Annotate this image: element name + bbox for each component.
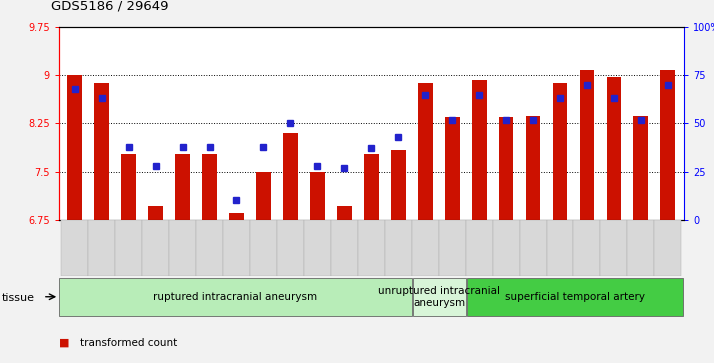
Bar — [67, 76, 82, 220]
Bar — [413, 278, 466, 316]
Bar — [89, 220, 115, 276]
Text: transformed count: transformed count — [80, 338, 177, 348]
Bar — [493, 220, 520, 276]
Bar — [628, 220, 654, 276]
Bar — [445, 117, 460, 220]
Bar — [331, 220, 358, 276]
Bar — [472, 81, 486, 220]
Bar — [59, 278, 411, 316]
Text: unruptured intracranial
aneurysm: unruptured intracranial aneurysm — [378, 286, 501, 307]
Bar — [283, 133, 298, 220]
Bar — [580, 70, 594, 220]
Bar — [438, 220, 466, 276]
Bar — [553, 83, 568, 220]
Bar — [606, 77, 621, 220]
Bar — [466, 220, 493, 276]
Bar — [364, 154, 378, 220]
Text: ■: ■ — [59, 338, 69, 348]
Bar — [310, 172, 325, 220]
Bar — [149, 205, 163, 220]
Bar — [418, 83, 433, 220]
Text: ruptured intracranial aneurysm: ruptured intracranial aneurysm — [154, 292, 317, 302]
Bar — [196, 220, 223, 276]
Bar — [498, 117, 513, 220]
Bar — [573, 220, 600, 276]
Bar — [546, 220, 573, 276]
Bar — [169, 220, 196, 276]
Bar — [61, 220, 89, 276]
Text: tissue: tissue — [1, 293, 34, 303]
Bar — [520, 220, 546, 276]
Bar — [256, 172, 271, 220]
Bar — [600, 220, 628, 276]
Bar — [304, 220, 331, 276]
Bar — [175, 154, 190, 220]
Bar — [412, 220, 438, 276]
Bar — [142, 220, 169, 276]
Bar — [250, 220, 277, 276]
Bar — [660, 70, 675, 220]
Bar — [229, 213, 244, 220]
Bar — [277, 220, 304, 276]
Bar — [391, 150, 406, 220]
Bar — [94, 83, 109, 220]
Bar — [654, 220, 681, 276]
Bar — [121, 154, 136, 220]
Bar — [467, 278, 683, 316]
Bar — [633, 116, 648, 220]
Bar — [385, 220, 412, 276]
Bar — [358, 220, 385, 276]
Text: GDS5186 / 29649: GDS5186 / 29649 — [51, 0, 169, 13]
Bar — [337, 205, 352, 220]
Bar — [115, 220, 142, 276]
Bar — [223, 220, 250, 276]
Bar — [526, 116, 540, 220]
Text: superficial temporal artery: superficial temporal artery — [506, 292, 645, 302]
Bar — [202, 154, 217, 220]
